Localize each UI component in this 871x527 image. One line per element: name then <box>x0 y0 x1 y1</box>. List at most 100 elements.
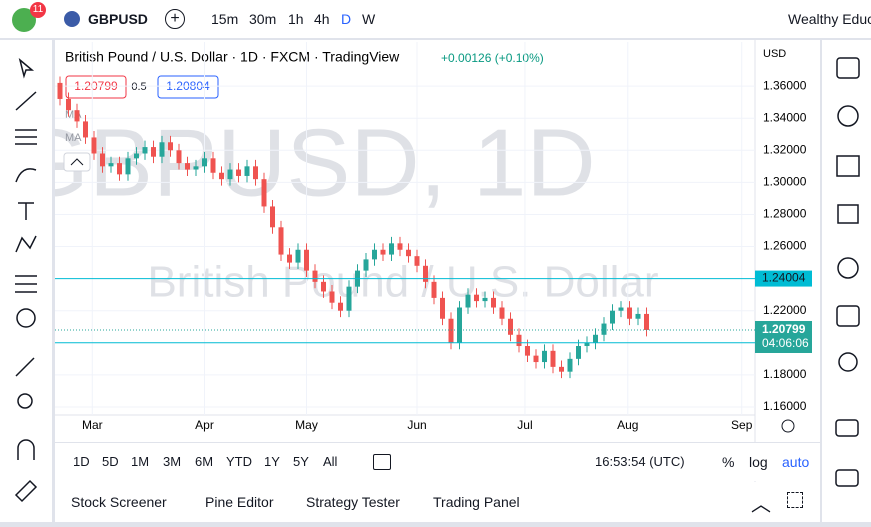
scale-option[interactable]: auto <box>782 454 810 470</box>
cursor-tool[interactable] <box>18 57 35 79</box>
chart-title: British Pound / U.S. Dollar · 1D · FXCM … <box>65 49 400 65</box>
candle-body <box>406 249 411 257</box>
left-toolbar <box>0 40 52 522</box>
interval[interactable]: 1h <box>288 11 304 27</box>
indicator[interactable]: MA <box>65 132 82 144</box>
watchlist-button[interactable] <box>836 57 860 79</box>
y-tick-label: 1.32000 <box>763 142 807 156</box>
scale-option[interactable]: % <box>722 454 735 470</box>
sell-box[interactable] <box>65 75 127 99</box>
candle-body <box>423 265 428 282</box>
candle-body <box>618 307 624 311</box>
news-button[interactable] <box>836 155 860 177</box>
candle-body <box>380 249 386 255</box>
candle-body <box>567 358 573 372</box>
buy-box[interactable] <box>157 75 219 99</box>
candle-body <box>219 172 224 180</box>
watermark-subtitle: British Pound / U.S. Dollar <box>147 258 658 307</box>
collapse-button[interactable] <box>63 152 91 172</box>
magnet-tool[interactable] <box>17 439 35 460</box>
range-button[interactable]: 3M <box>163 454 182 469</box>
candle-body <box>474 294 479 302</box>
range-button[interactable]: YTD <box>226 454 252 469</box>
y-tick-label: 1.18000 <box>763 367 807 381</box>
candle-body <box>440 297 445 319</box>
candle-body <box>321 281 326 292</box>
range-button[interactable]: 6M <box>195 454 214 469</box>
candle-body <box>363 259 369 271</box>
candle-body <box>499 307 505 319</box>
screener-button[interactable] <box>837 204 859 224</box>
candle-body <box>253 166 258 180</box>
messages-button[interactable] <box>835 469 859 487</box>
ideas-button[interactable] <box>838 352 858 372</box>
candle-body <box>185 163 190 170</box>
fib-tool[interactable] <box>15 129 37 145</box>
candle-body <box>550 350 556 367</box>
candle-body <box>151 147 156 157</box>
drawing-tools <box>14 57 38 503</box>
forecast-tool[interactable] <box>15 275 37 293</box>
chat-button[interactable] <box>835 419 859 437</box>
range-button[interactable]: 5Y <box>293 454 309 469</box>
interval[interactable]: 15m <box>211 11 239 27</box>
candle-body <box>83 121 88 138</box>
eraser-tool[interactable] <box>14 479 38 503</box>
candle-body <box>210 158 216 173</box>
zoom-tool[interactable] <box>17 393 33 409</box>
settings-button[interactable] <box>781 419 795 433</box>
interval[interactable]: W <box>362 11 376 27</box>
panel-tab[interactable]: Strategy Tester <box>306 494 400 510</box>
account[interactable]: Wealthy Educ <box>788 11 871 27</box>
candle-body <box>448 318 454 343</box>
calendar-button[interactable] <box>836 305 860 327</box>
icons-tool[interactable] <box>16 308 36 328</box>
scale-option[interactable]: log <box>749 454 768 470</box>
range-button[interactable]: 1D <box>73 454 90 469</box>
symbol[interactable]: GBPUSD <box>88 11 148 27</box>
panel-tab[interactable]: Trading Panel <box>433 494 520 510</box>
panel-tab[interactable]: Stock Screener <box>71 494 167 510</box>
y-tick-label: 1.26000 <box>763 239 807 253</box>
candle-body <box>627 307 632 319</box>
maximize-panel[interactable] <box>787 492 803 508</box>
range-button[interactable]: All <box>323 454 338 469</box>
hotlist-button[interactable] <box>837 257 859 279</box>
ruler-tool[interactable] <box>15 357 35 377</box>
brush-tool[interactable] <box>15 168 37 183</box>
sidebar-icons <box>835 57 860 487</box>
trendline-tool[interactable] <box>15 91 37 111</box>
indicator[interactable]: MA <box>65 109 82 121</box>
collapse-panel[interactable]: ︿ <box>751 494 771 516</box>
candle-body <box>397 243 403 250</box>
candle-body <box>576 346 581 359</box>
x-tick-label: Apr <box>195 418 214 432</box>
range-button[interactable]: 1M <box>131 454 150 469</box>
interval[interactable]: 30m <box>249 11 277 27</box>
y-tick-label: 1.22000 <box>763 303 807 317</box>
candle-body <box>295 249 301 263</box>
candle-body <box>91 137 97 154</box>
candle-body <box>610 310 615 324</box>
goto-date[interactable] <box>373 454 391 470</box>
currency[interactable]: USD <box>763 48 786 60</box>
collapse-icon <box>70 158 84 166</box>
y-tick-label: 1.16000 <box>763 399 807 413</box>
panel-tab[interactable]: Pine Editor <box>205 494 274 510</box>
candle-body <box>74 110 80 122</box>
y-tick-label: 1.28000 <box>763 207 807 221</box>
pattern-tool[interactable] <box>15 235 37 253</box>
candle-body <box>516 334 522 347</box>
level-label: 1.24004 <box>762 271 806 285</box>
range-button[interactable]: 1Y <box>264 454 280 469</box>
text-tool[interactable] <box>18 202 34 220</box>
interval[interactable]: 4h <box>314 11 330 27</box>
interval[interactable]: D <box>341 11 352 27</box>
x-tick-label: Jun <box>407 418 426 432</box>
range-button[interactable]: 5D <box>102 454 119 469</box>
alerts-button[interactable] <box>837 105 859 127</box>
x-tick-label: May <box>295 418 318 432</box>
add-symbol[interactable]: + <box>165 9 185 29</box>
candle-body <box>57 82 63 99</box>
